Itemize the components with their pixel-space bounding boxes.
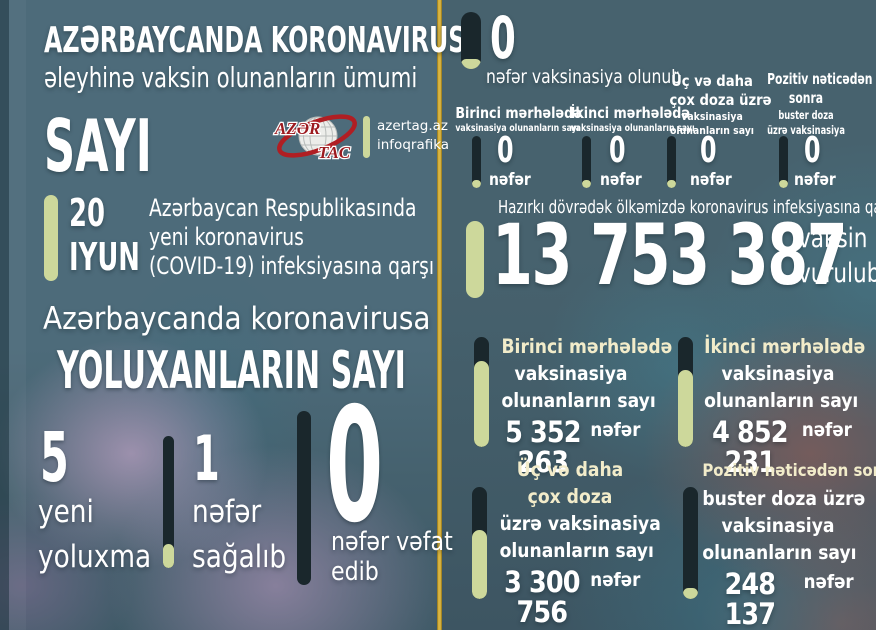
logo-site-url: azertag.az [377, 118, 449, 134]
phase2-body-line1: vaksinasiya [721, 362, 835, 385]
infected-heading-line2: YOLUXANLARIN SAYI [57, 341, 406, 401]
background-photo-right [438, 0, 876, 630]
daily-deaths-value: 0 [326, 374, 384, 558]
phase4-value: 248 137 [724, 567, 777, 630]
total-value: 13 753 387 [492, 206, 848, 304]
phase1-title: Birinci mərhələdə [501, 335, 673, 358]
today-total-bar [461, 12, 481, 69]
daily-separator-bar-1-tip [163, 544, 174, 568]
total-accent-bar [466, 221, 484, 298]
breakdown3-bar [667, 136, 676, 188]
breakdown2-subtitle: vaksinasiya olunanların sayı [570, 123, 695, 134]
phase2-value: 4 852 231 [712, 415, 788, 479]
center-divider-line [437, 0, 442, 630]
phase2-title: İkinci mərhələdə [704, 335, 866, 358]
azertac-logo: AZƏR TAC [273, 114, 357, 163]
daily-deaths-label1: nəfər vəfat [331, 527, 453, 557]
phase1-unit: nəfər [590, 419, 641, 441]
main-title-line2: əleyhinə vaksin olunanların ümumi [44, 61, 418, 94]
phase2-unit: nəfər [801, 419, 852, 441]
today-total-label: nəfər vaksinasiya olunub [486, 66, 682, 88]
phase1-value: 5 352 263 [505, 415, 581, 479]
breakdown3-subtitle-line1: vaksinasiya [681, 110, 743, 123]
phase4-body-line2: vaksinasiya [721, 514, 835, 537]
phase3-body-line2: olunanların sayı [499, 539, 654, 562]
breakdown1-subtitle: vaksinasiya olunanların sayı [455, 123, 580, 134]
phase1-body-line1: vaksinasiya [514, 362, 628, 385]
logo-separator-bar [363, 116, 370, 158]
daily-recovered-label2: sağalıb [192, 539, 287, 575]
logo-word-bottom: TAC [318, 143, 351, 162]
today-total-bar-tip [461, 59, 481, 69]
context-line3: (COVID-19) infeksiyasına qarşı [149, 252, 435, 280]
breakdown4-title-line2: sonra [788, 89, 824, 107]
breakdown1-unit: nəfər [489, 170, 531, 190]
breakdown4-title-line1: Pozitiv nəticədən [767, 70, 873, 88]
main-title-line3: SAYI [44, 104, 152, 188]
daily-recovered-label1: nəfər [192, 494, 262, 530]
phase3-body-line1: üzrə vaksinasiya [499, 512, 661, 535]
breakdown2-unit: nəfər [600, 170, 642, 190]
breakdown1-title: Birinci mərhələdə [455, 104, 582, 122]
phase4-body-line3: olunanların sayı [702, 541, 857, 564]
daily-new-label2: yoluxma [38, 539, 152, 575]
infected-heading-line1: Azərbaycanda koronavirusa [43, 301, 431, 337]
breakdown1-value: 0 [497, 130, 514, 171]
logo-swoosh [277, 114, 357, 158]
today-total-value: 0 [490, 4, 516, 72]
context-line2: yeni koronavirus [149, 223, 304, 251]
total-heading: Hazırkı dövrədək ölkəmizdə koronavirus i… [498, 197, 876, 218]
daily-separator-bar-1 [163, 436, 174, 568]
phase3-unit: nəfər [590, 569, 641, 591]
breakdown4-unit: nəfər [794, 170, 836, 190]
phase4-progress-fill [683, 587, 698, 599]
breakdown4-subtitle-line2: üzrə vaksinasiya [767, 123, 845, 137]
breakdown3-title-line2: çox doza üzrə [669, 91, 772, 109]
phase4-unit: nəfər [803, 571, 854, 593]
phase3-progress-fill [472, 529, 487, 599]
breakdown4-value: 0 [804, 130, 821, 171]
phase4-progress-bar [683, 487, 698, 599]
daily-new-label1: yeni [38, 494, 94, 530]
date-month: IYUN [69, 235, 140, 279]
breakdown4-bar [779, 136, 788, 188]
breakdown2-value: 0 [609, 130, 626, 171]
breakdown3-subtitle-line2: olunanların sayı [669, 124, 755, 137]
breakdown2-title: İkinci mərhələdə [570, 104, 691, 122]
phase4-title: Pozitiv nəticədən sonra [702, 461, 876, 481]
logo-word-top: AZƏR [274, 119, 320, 138]
context-line1: Azərbaycan Respublikasında [149, 194, 417, 222]
breakdown3-value: 0 [700, 130, 717, 171]
breakdown4-subtitle-line1: buster doza [778, 108, 834, 122]
left-edge-strip-inner [9, 0, 26, 630]
daily-new-value: 5 [40, 418, 69, 498]
daily-recovered-value: 1 [193, 422, 220, 495]
total-suffix-line1: vaksin [798, 223, 868, 254]
phase3-title-line2: çox doza [527, 485, 613, 508]
phase3-value: 3 300 756 [504, 565, 580, 629]
phase1-body-line2: olunanların sayı [501, 389, 656, 412]
logo-site-caption: infoqrafika [377, 137, 450, 153]
background-photo-left [0, 0, 438, 630]
phase2-progress-fill [678, 370, 693, 447]
phase3-progress-bar [472, 487, 487, 599]
phase2-progress-bar [678, 337, 693, 447]
daily-deaths-label2: edib [331, 557, 379, 587]
breakdown1-bar [472, 136, 481, 188]
phase1-progress-bar [474, 337, 489, 447]
phase3-title-line1: Üç və daha [516, 458, 624, 481]
main-title-line1: AZƏRBAYCANDA KORONAVIRUS [44, 20, 466, 61]
phase1-progress-fill [474, 361, 489, 447]
breakdown3-unit: nəfər [690, 170, 732, 190]
breakdown2-bar [582, 136, 591, 188]
date-accent-bar [44, 195, 58, 281]
daily-separator-bar-2 [297, 411, 311, 585]
phase4-body-line1: buster doza üzrə [702, 487, 866, 510]
date-day: 20 [69, 191, 105, 235]
breakdown3-title-line1: Üç və daha [671, 72, 753, 90]
phase2-body-line2: olunanların sayı [704, 389, 859, 412]
left-edge-strip [0, 0, 9, 630]
total-suffix-line2: vurulub [798, 258, 876, 289]
